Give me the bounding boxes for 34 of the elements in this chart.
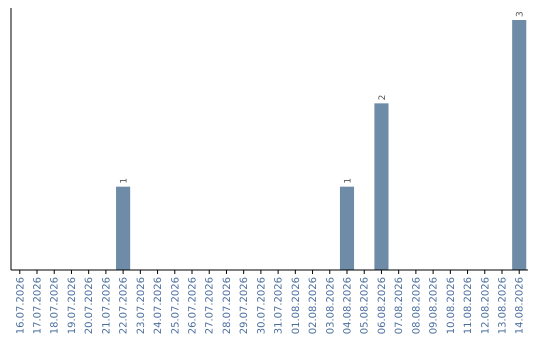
- data-label: 1: [344, 178, 354, 184]
- x-tick-label: 17.07.2026: [32, 277, 44, 334]
- x-tick-label: 21.07.2026: [101, 277, 112, 334]
- x-tick-label: 28.07.2026: [222, 277, 233, 334]
- x-tick-label: 30.07.2026: [256, 277, 268, 334]
- x-tick-label: 11.08.2026: [463, 277, 474, 334]
- x-tick-label: 07.08.2026: [394, 277, 406, 334]
- x-tick-label: 31.07.2026: [274, 277, 285, 334]
- x-tick-label: 16.07.2026: [15, 277, 26, 334]
- x-tick-label: 06.08.2026: [376, 277, 388, 334]
- x-tick-label: 27.07.2026: [204, 277, 216, 334]
- x-tick-label: 03.08.2026: [325, 277, 336, 334]
- x-tick-label: 04.08.2026: [342, 277, 354, 334]
- x-tick-label: 20.07.2026: [84, 277, 96, 334]
- x-tick-label: 26.07.2026: [188, 277, 198, 334]
- x-tick-label: 01.08.2026: [290, 277, 302, 334]
- x-tick-label: 23.07.2026: [136, 277, 147, 334]
- x-tick-label: 18.07.2026: [50, 277, 61, 334]
- x-tick-label: 13.08.2026: [497, 277, 508, 334]
- x-tick-label: 05.08.2026: [360, 277, 371, 334]
- data-label: 1: [120, 178, 130, 184]
- x-tick-label: 25.07.2026: [170, 277, 182, 334]
- x-tick-label: 09.08.2026: [428, 277, 440, 334]
- x-tick-label: 22.07.2026: [118, 277, 130, 334]
- x-tick-label: 29.07.2026: [239, 277, 250, 334]
- data-label: 3: [516, 11, 526, 17]
- x-tick-label: 02.08.2026: [308, 277, 320, 334]
- x-tick-label: 08.08.2026: [411, 277, 422, 334]
- x-tick-label: 12.08.2026: [480, 277, 492, 334]
- x-tick-label: 24.07.2026: [153, 277, 164, 334]
- data-label: 2: [378, 94, 388, 100]
- x-tick-label: 10.08.2026: [446, 277, 457, 334]
- x-tick-label: 19.07.2026: [66, 277, 78, 334]
- x-tick-label: 14.08.2026: [514, 277, 526, 334]
